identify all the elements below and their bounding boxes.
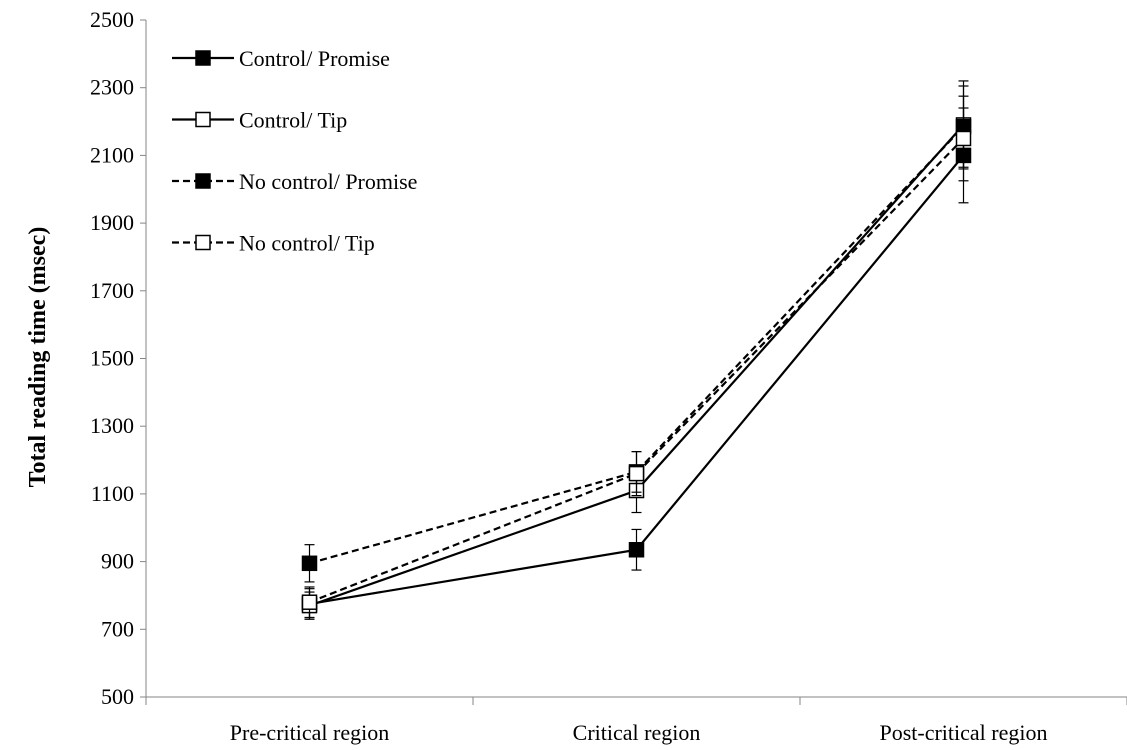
y-tick-label: 1100 [91,481,134,506]
data-point [955,130,972,147]
data-point [628,465,645,482]
data-point [628,542,645,558]
series-4 [301,95,972,619]
y-tick-label: 2500 [90,7,134,32]
legend-marker [195,173,211,189]
y-tick-label: 1900 [90,210,134,235]
x-tick-label: Post-critical region [879,720,1047,745]
y-tick-label: 1300 [90,413,134,438]
legend: Control/ Promise Control/ Tip No control/ … [172,46,417,256]
legend-marker [195,50,211,66]
legend-item: Control/ Promise [172,46,390,71]
y-tick-label: 2100 [90,142,134,167]
data-point [301,555,318,572]
legend-label: No control/ Tip [239,231,375,256]
series-line [309,137,965,604]
legend-label: Control/ Tip [239,108,347,133]
y-tick-label: 900 [101,549,134,574]
y-tick-label: 2300 [90,75,134,100]
y-tick-label: 500 [101,684,134,709]
series-line [309,125,965,565]
legend-marker [195,234,211,251]
axes: 500 700 900 1100 1300 1500 1700 1900 2100 2300 250… [90,7,1127,745]
data-point [301,594,318,610]
legend-item: Control/ Tip [172,108,347,133]
x-tick-label: Pre-critical region [230,720,389,745]
x-tick-label: Critical region [573,720,701,745]
y-tick-label: 1700 [90,278,134,303]
y-tick-label: 1500 [90,346,134,371]
y-tick-label: 700 [101,616,134,641]
y-axis-title: Total reading time (msec) [25,227,51,488]
legend-label: Control/ Promise [239,46,390,71]
legend-marker [195,111,211,128]
series-layer [301,80,972,620]
legend-item: No control/ Promise [172,169,417,194]
legend-label: No control/ Promise [239,169,417,194]
legend-item: No control/ Tip [172,231,375,256]
